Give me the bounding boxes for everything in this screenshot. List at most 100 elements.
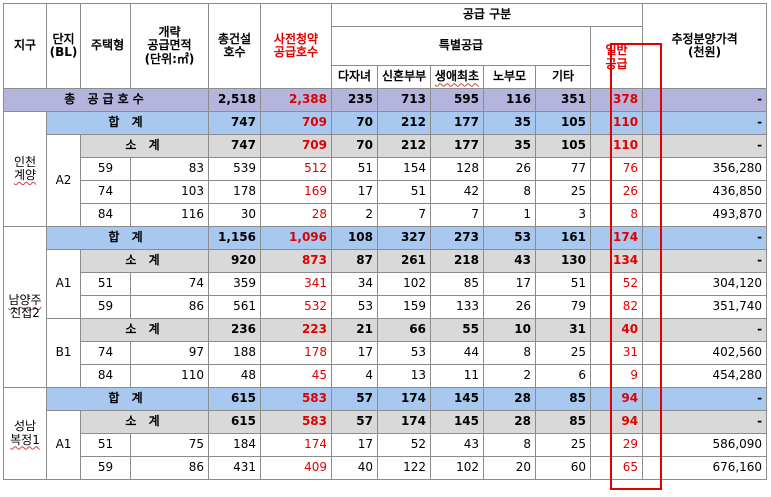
cell: 110 — [130, 364, 209, 388]
cell: 57 — [331, 410, 378, 434]
cell: - — [642, 387, 768, 411]
cell: 85 — [535, 410, 591, 434]
cell: 10 — [483, 318, 536, 342]
cell: 26 — [483, 295, 536, 319]
cell: 53 — [331, 295, 378, 319]
block-b1: B1 — [46, 318, 81, 388]
cell: 110 — [589, 111, 644, 135]
cell: - — [642, 88, 768, 112]
cell: 29 — [589, 433, 644, 457]
cell: 26 — [483, 157, 536, 181]
header-multi-child: 다자녀 — [331, 65, 378, 89]
incheon-a2-sub-row: A2 소 계 747 709 70 212 177 35 105 110 - — [4, 134, 768, 227]
cell: 60 — [535, 456, 591, 480]
cell: 133 — [430, 295, 484, 319]
header-first-time: 생애최초 — [430, 65, 484, 89]
cell: 75 — [130, 433, 209, 457]
cell: 1,096 — [260, 226, 332, 250]
cell: 378 — [589, 88, 644, 112]
cell: 436,850 — [642, 180, 768, 204]
cell: 8 — [483, 433, 536, 457]
cell: 2,388 — [260, 88, 332, 112]
cell: 539 — [208, 157, 261, 181]
cell: 110 — [589, 134, 644, 158]
cell: 84 — [80, 364, 131, 388]
cell: 51 — [535, 272, 591, 296]
cell: 122 — [377, 456, 431, 480]
cell: 351,740 — [642, 295, 768, 319]
cell: - — [642, 318, 768, 342]
cell: 31 — [589, 341, 644, 365]
cell: 218 — [430, 249, 484, 273]
cell: 184 — [208, 433, 261, 457]
cell: 102 — [377, 272, 431, 296]
seongnam-a1-sub-row: A1 소 계 615 583 57 174 145 28 85 94 - — [4, 410, 768, 480]
namyangju-sum-row: 남양주 진접2 합 계 1,156 1,096 108 327 273 53 16… — [3, 226, 768, 388]
header-supply-class: 공급 구분 — [330, 3, 644, 27]
incheon-sum-row: 인천 계양 합 계 747 709 70 212 177 35 105 110 - — [3, 111, 768, 227]
cell: - — [642, 410, 768, 434]
cell: 59 — [80, 157, 131, 181]
header-area: 개략 공급면적 (단위:㎡) — [130, 3, 209, 89]
cell: 57 — [331, 387, 378, 411]
cell: 709 — [260, 134, 332, 158]
header-block: 단지 (BL) — [46, 3, 81, 89]
header-other: 기타 — [535, 65, 591, 89]
cell: 532 — [260, 295, 332, 319]
cell: 25 — [535, 180, 591, 204]
cell: 86 — [130, 456, 209, 480]
cell: 9 — [589, 364, 644, 388]
cell: 28 — [483, 410, 536, 434]
table-row: 59 83 539 512 51 154 128 26 77 76 356,28… — [4, 157, 768, 181]
cell: 583 — [260, 410, 332, 434]
cell: 177 — [430, 111, 484, 135]
cell: 59 — [80, 456, 131, 480]
cell: 13 — [377, 364, 431, 388]
cell: 161 — [535, 226, 591, 250]
cell: 4 — [331, 364, 378, 388]
cell: 177 — [430, 134, 484, 158]
cell: 359 — [208, 272, 261, 296]
cell: 747 — [208, 111, 261, 135]
cell: 709 — [260, 111, 332, 135]
cell: 86 — [130, 295, 209, 319]
cell: 341 — [260, 272, 332, 296]
cell: 43 — [430, 433, 484, 457]
cell: - — [642, 249, 768, 273]
cell: 11 — [430, 364, 484, 388]
cell: 55 — [430, 318, 484, 342]
cell: 40 — [331, 456, 378, 480]
cell: 615 — [208, 410, 261, 434]
cell: - — [642, 134, 768, 158]
cell: 235 — [331, 88, 378, 112]
cell: 84 — [80, 203, 131, 227]
seongnam-sum-row: 성남 복정1 합 계 615 583 57 174 145 28 85 94 - — [3, 387, 768, 480]
cell: 20 — [483, 456, 536, 480]
subtotal-label: 소 계 — [80, 249, 209, 273]
header-total-units: 총건설 호수 — [208, 3, 261, 89]
cell: 7 — [430, 203, 484, 227]
cell: 66 — [377, 318, 431, 342]
cell: 2,518 — [208, 88, 261, 112]
cell: 1,156 — [208, 226, 261, 250]
table-row: 74 97 188 178 17 53 44 8 25 31 402,560 — [4, 341, 768, 365]
cell: 174 — [260, 433, 332, 457]
cell: 595 — [430, 88, 484, 112]
cell: 17 — [483, 272, 536, 296]
cell: 747 — [208, 134, 261, 158]
cell: 2 — [331, 203, 378, 227]
cell: 40 — [589, 318, 644, 342]
grand-total-label: 총 공급호수 — [3, 88, 209, 112]
cell: 159 — [377, 295, 431, 319]
cell: 8 — [483, 180, 536, 204]
header-elderly: 노부모 — [483, 65, 536, 89]
table-row: 84 110 48 45 4 13 11 2 6 9 454,280 — [4, 364, 768, 388]
cell: 873 — [260, 249, 332, 273]
cell: 108 — [331, 226, 378, 250]
header-district: 지구 — [3, 3, 47, 89]
cell: 85 — [535, 387, 591, 411]
block-a1: A1 — [46, 410, 81, 480]
header-general: 일반 공급 — [589, 26, 644, 89]
header-row-3: 다자녀 신혼부부 생애최초 노부모 기타 — [4, 65, 767, 89]
cell: 17 — [331, 433, 378, 457]
